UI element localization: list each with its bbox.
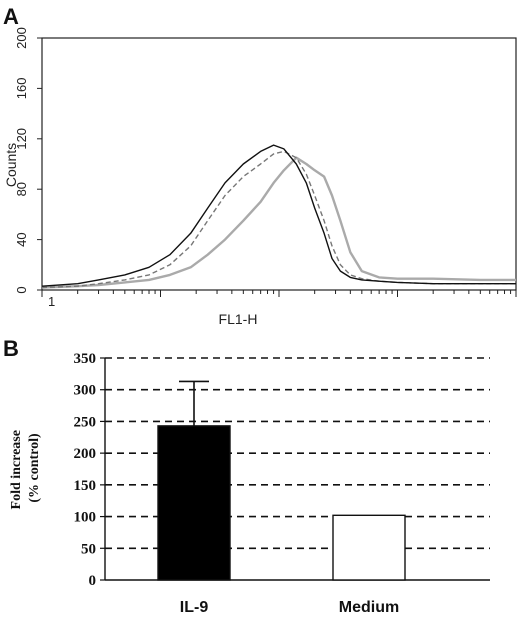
y-tick-label: 250 — [74, 414, 97, 430]
panel-a-x-axis-label: FL1-H — [219, 311, 258, 327]
panel-b-y-axis-label: Fold increase (% control) — [9, 427, 42, 510]
y-tick-label: 80 — [14, 182, 29, 196]
y-tick-label: 200 — [74, 446, 97, 462]
bar — [332, 514, 406, 581]
histogram-chart: 0 40 80 120 160 200 1 — [14, 27, 517, 309]
panel-a-y-axis-label: Counts — [3, 143, 19, 187]
y-tick-label: 50 — [81, 541, 96, 557]
y-tick-label: 200 — [14, 27, 29, 49]
y-tick-label: 350 — [74, 351, 97, 367]
histogram-series-line — [41, 150, 516, 289]
y-tick-label: 0 — [14, 286, 29, 293]
category-label: IL-9 — [180, 599, 209, 616]
bar — [157, 425, 231, 581]
y-tick-label: 160 — [14, 78, 29, 100]
panel-a-letter: A — [3, 4, 19, 29]
category-label: Medium — [339, 599, 399, 616]
panel-b-y-axis-label-line-2: (% control) — [27, 433, 42, 503]
y-tick-label: 100 — [74, 510, 97, 526]
x-tick-label: 1 — [48, 294, 55, 309]
y-tick-label: 40 — [14, 232, 29, 246]
panel-b-letter: B — [3, 336, 19, 361]
y-tick-label: 150 — [74, 478, 97, 494]
plot-frame — [41, 37, 517, 291]
y-tick-label: 0 — [89, 573, 97, 589]
histogram-series-line — [41, 144, 516, 287]
y-tick-label: 120 — [14, 128, 29, 150]
histogram-series-line — [41, 156, 516, 289]
panel-b-y-axis-label-line-1: Fold increase — [9, 430, 24, 509]
y-tick-label: 300 — [74, 383, 97, 399]
bar-chart: 0 50 100 150 200 250 300 350 IL-9 Medium — [74, 351, 490, 616]
